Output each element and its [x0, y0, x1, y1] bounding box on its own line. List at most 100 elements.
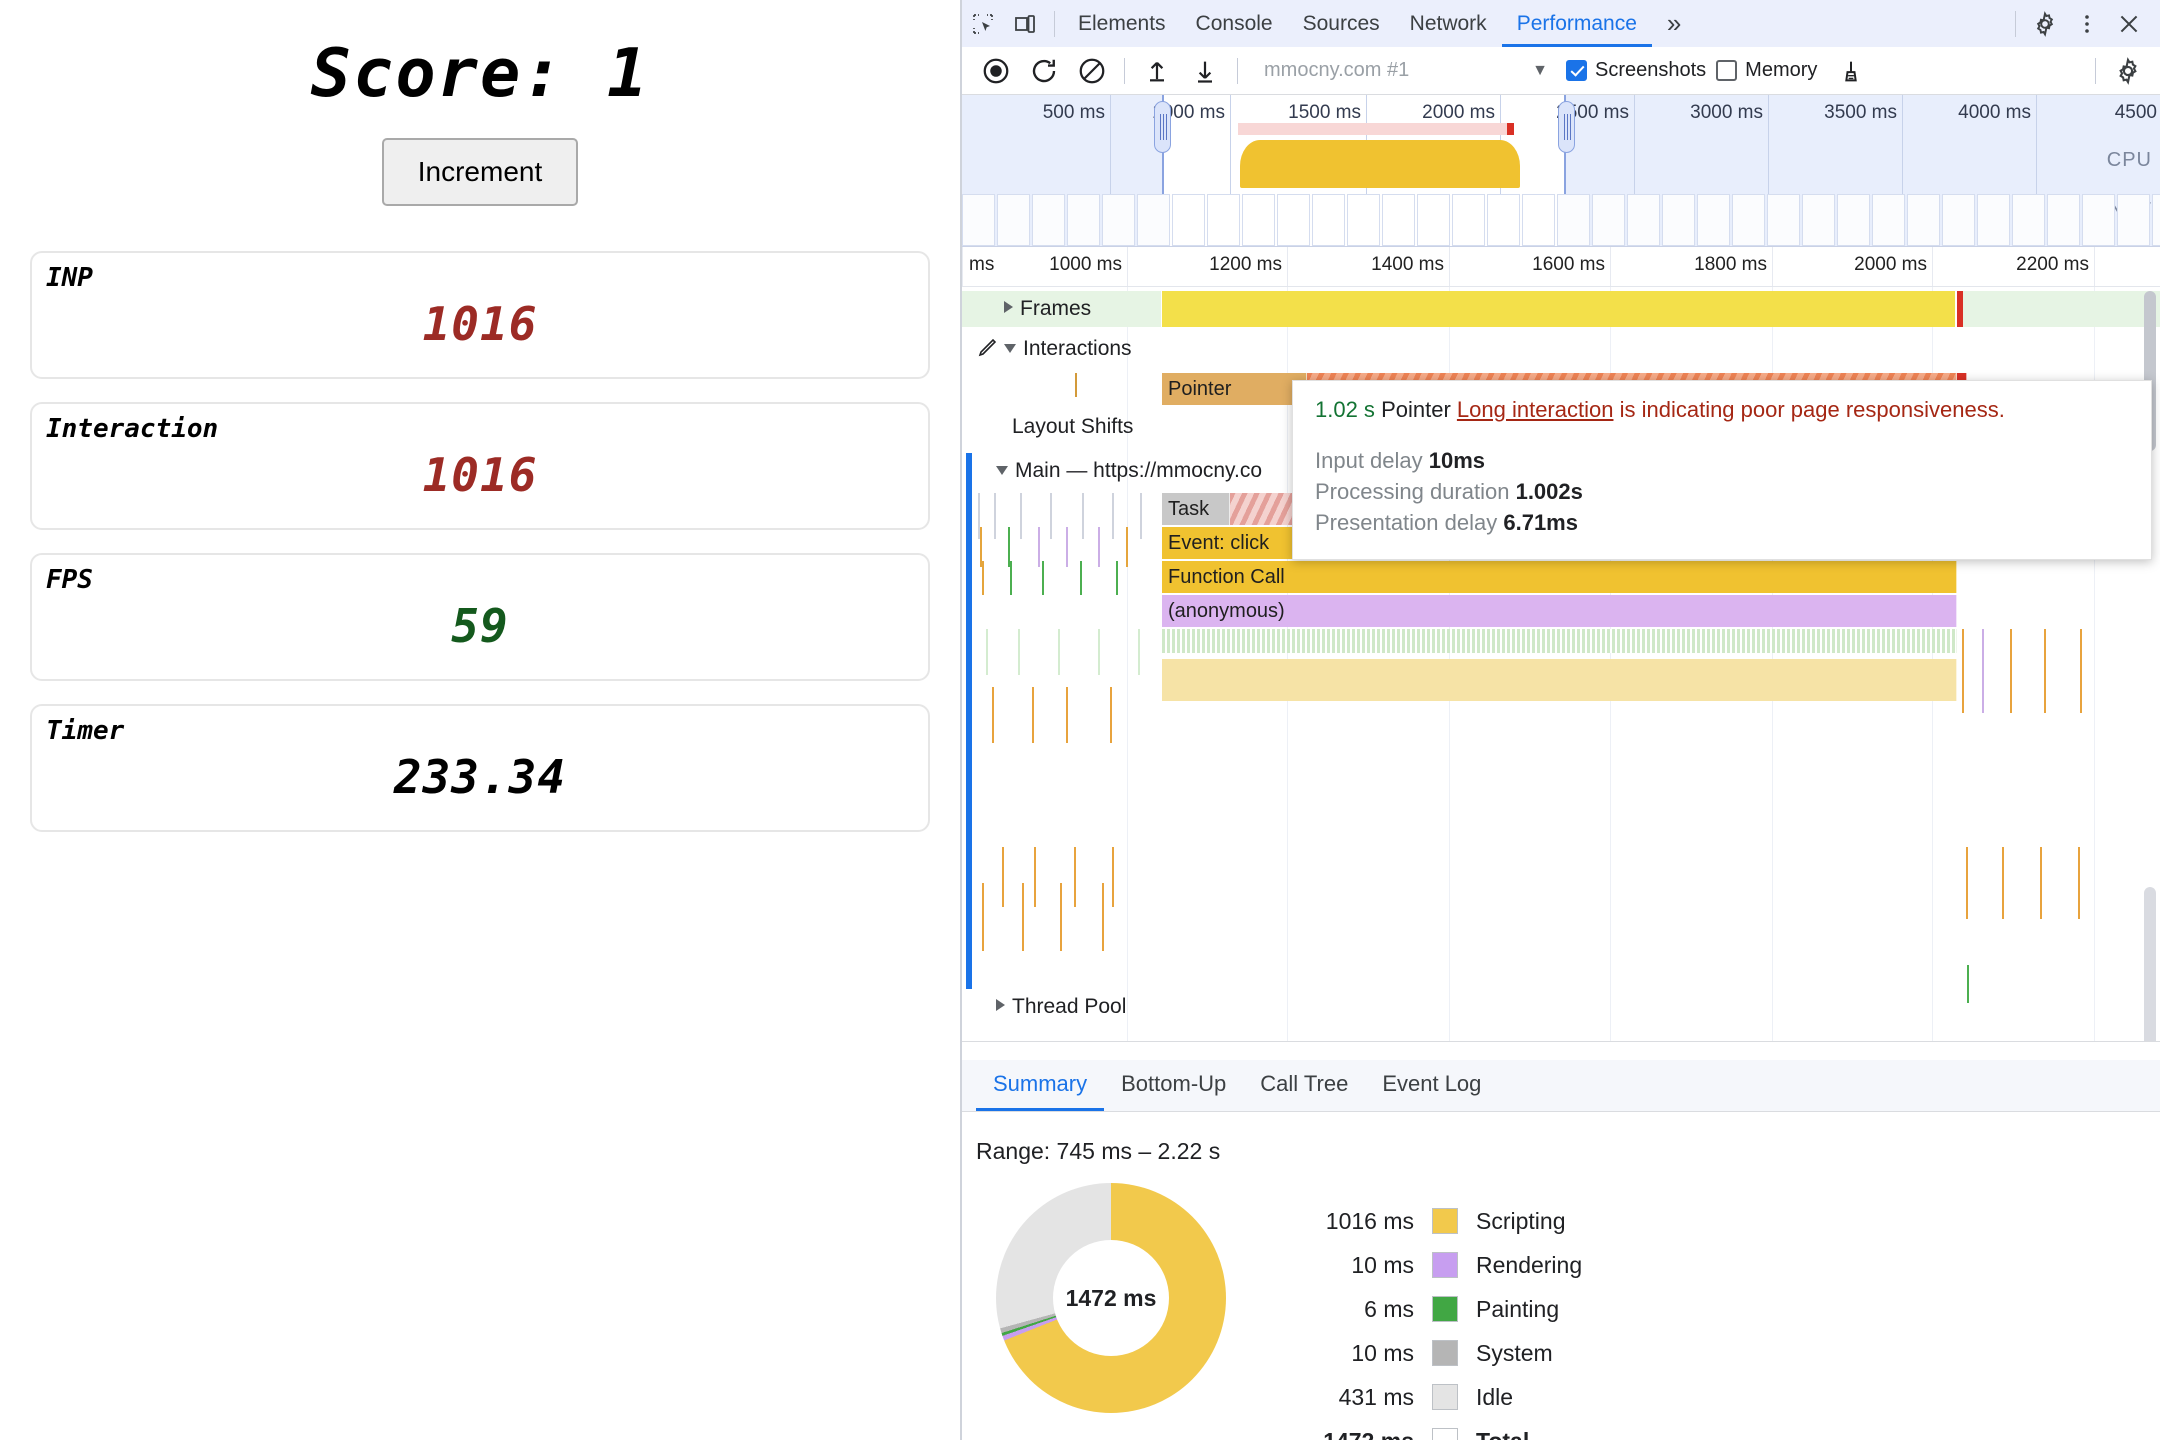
filmstrip-frame[interactable]: [1837, 194, 1870, 246]
filmstrip-frame[interactable]: [1592, 194, 1625, 246]
filmstrip-frame[interactable]: [1382, 194, 1415, 246]
filmstrip-frame[interactable]: [1417, 194, 1450, 246]
metric-card-interaction: Interaction 1016: [30, 402, 930, 530]
main-bar-function-call[interactable]: Function Call: [1162, 561, 1957, 593]
filmstrip-frame[interactable]: [1172, 194, 1205, 246]
download-profile-icon[interactable]: [1181, 51, 1229, 91]
cleanup-icon[interactable]: [1827, 51, 1875, 91]
upload-profile-icon[interactable]: [1133, 51, 1181, 91]
filmstrip-frame[interactable]: [1732, 194, 1765, 246]
filmstrip-frame[interactable]: [2012, 194, 2045, 246]
overview-right-handle[interactable]: [1558, 101, 1575, 153]
tab-summary[interactable]: Summary: [976, 1061, 1104, 1111]
filmstrip-frame[interactable]: [962, 194, 995, 246]
overview-left-handle[interactable]: [1154, 101, 1171, 153]
metric-label: Interaction: [46, 414, 219, 444]
filmstrip[interactable]: [962, 194, 2160, 246]
filmstrip-frame[interactable]: [1872, 194, 1905, 246]
tab-call-tree[interactable]: Call Tree: [1260, 1071, 1349, 1096]
capture-settings-gear-icon[interactable]: [2104, 51, 2152, 91]
legend-row[interactable]: 10 ms Rendering: [1294, 1243, 1582, 1287]
filmstrip-frame[interactable]: [1277, 194, 1310, 246]
reload-record-icon[interactable]: [1020, 51, 1068, 91]
screenshots-label: Screenshots: [1595, 59, 1707, 81]
tab-elements[interactable]: Elements: [1078, 12, 1166, 35]
more-tabs-chevron-icon[interactable]: »: [1666, 8, 1682, 38]
chevron-down-icon: [996, 466, 1008, 475]
track-label-layout-shifts[interactable]: Layout Shifts: [1012, 415, 1134, 438]
filmstrip-frame[interactable]: [2152, 194, 2160, 246]
track-label-thread-pool[interactable]: Thread Pool: [996, 995, 1126, 1019]
tab-event-log[interactable]: Event Log: [1382, 1071, 1482, 1096]
ruler-tick-label: 1400 ms: [1371, 254, 1444, 275]
filmstrip-frame[interactable]: [1697, 194, 1730, 246]
legend-swatch: [1432, 1340, 1458, 1366]
more-vertical-icon[interactable]: [2066, 5, 2108, 43]
filmstrip-frame[interactable]: [1557, 194, 1590, 246]
overview-tick-label: 4000 ms: [1958, 102, 2031, 123]
record-icon[interactable]: [972, 51, 1020, 91]
trace-selector[interactable]: mmocny.com #1 ▼: [1256, 54, 1556, 88]
flame-vertical-scrollbar-lower[interactable]: [2144, 887, 2156, 1041]
tab-sources[interactable]: Sources: [1302, 12, 1380, 35]
filmstrip-frame[interactable]: [1102, 194, 1135, 246]
filmstrip-frame[interactable]: [1137, 194, 1170, 246]
filmstrip-frame[interactable]: [1207, 194, 1240, 246]
filmstrip-frame[interactable]: [1977, 194, 2010, 246]
main-bar-anonymous[interactable]: (anonymous): [1162, 595, 1957, 627]
chevron-down-icon: ▼: [1532, 61, 1548, 79]
filmstrip-frame[interactable]: [2047, 194, 2080, 246]
filmstrip-frame[interactable]: [1767, 194, 1800, 246]
tab-bottom-up[interactable]: Bottom-Up: [1121, 1071, 1227, 1096]
close-icon[interactable]: [2108, 5, 2150, 43]
frames-track-strip[interactable]: [962, 291, 2160, 327]
filmstrip-frame[interactable]: [997, 194, 1030, 246]
long-interaction-link[interactable]: Long interaction: [1456, 397, 1614, 422]
main-bar-task[interactable]: Task: [1162, 493, 1230, 525]
filmstrip-frame[interactable]: [1032, 194, 1065, 246]
interaction-bar-pointer[interactable]: Pointer: [1162, 373, 1307, 405]
tooltip-key: Presentation delay: [1315, 510, 1498, 536]
filmstrip-frame[interactable]: [1522, 194, 1555, 246]
track-label-main[interactable]: Main — https://mmocny.co: [996, 459, 1262, 483]
main-bar-green-band[interactable]: [1162, 629, 1957, 653]
checkbox-box: [1566, 60, 1587, 81]
tab-console[interactable]: Console: [1195, 12, 1273, 35]
flame-chart[interactable]: ms 1000 ms 1200 ms 1400 ms 1600 ms 1800 …: [962, 247, 2160, 1042]
filmstrip-frame[interactable]: [1662, 194, 1695, 246]
legend-row[interactable]: 10 ms System: [1294, 1331, 1582, 1375]
tab-network[interactable]: Network: [1409, 12, 1487, 35]
filmstrip-frame[interactable]: [1907, 194, 1940, 246]
legend-name: System: [1476, 1339, 1553, 1366]
memory-checkbox[interactable]: Memory: [1716, 59, 1817, 82]
filmstrip-frame[interactable]: [1242, 194, 1275, 246]
gear-icon[interactable]: [2024, 5, 2066, 43]
filmstrip-frame[interactable]: [1347, 194, 1380, 246]
legend-row[interactable]: 6 ms Painting: [1294, 1287, 1582, 1331]
filmstrip-frame[interactable]: [1942, 194, 1975, 246]
screenshots-checkbox[interactable]: Screenshots: [1566, 59, 1706, 82]
track-label-frames[interactable]: Frames: [1004, 297, 1091, 321]
tooltip-warning: is indicating poor page responsiveness.: [1619, 397, 2005, 422]
main-bar-pale-band[interactable]: [1162, 659, 1957, 701]
metric-card-timer: Timer 233.34: [30, 704, 930, 832]
inspect-element-icon[interactable]: [962, 5, 1004, 43]
page-title: Score: 1: [310, 34, 650, 112]
filmstrip-frame[interactable]: [2117, 194, 2150, 246]
filmstrip-frame[interactable]: [1312, 194, 1345, 246]
tab-performance[interactable]: Performance: [1502, 0, 1652, 47]
device-toolbar-icon[interactable]: [1004, 5, 1046, 43]
increment-button[interactable]: Increment: [381, 138, 579, 206]
timeline-overview[interactable]: 500 ms 1000 ms 1500 ms 2000 ms 2500 ms 3…: [962, 95, 2160, 247]
filmstrip-frame[interactable]: [1627, 194, 1660, 246]
filmstrip-frame[interactable]: [1487, 194, 1520, 246]
filmstrip-frame[interactable]: [1452, 194, 1485, 246]
filmstrip-frame[interactable]: [1802, 194, 1835, 246]
filmstrip-frame[interactable]: [2082, 194, 2115, 246]
clear-icon[interactable]: [1068, 51, 1116, 91]
legend-row[interactable]: 1016 ms Scripting: [1294, 1199, 1582, 1243]
edit-track-pencil-icon[interactable]: [976, 335, 1000, 364]
track-label-interactions[interactable]: Interactions: [1004, 337, 1132, 361]
filmstrip-frame[interactable]: [1067, 194, 1100, 246]
legend-row[interactable]: 431 ms Idle: [1294, 1375, 1582, 1419]
